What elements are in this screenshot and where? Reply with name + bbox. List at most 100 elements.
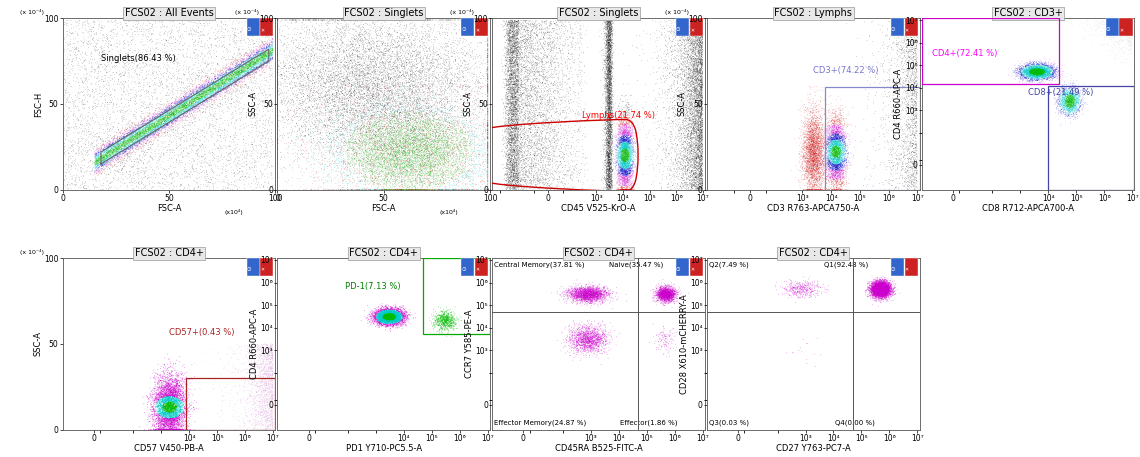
Point (598, 72, 617, 80)
Point (833, 154, 852, 161)
Point (441, 69, 459, 76)
Point (430, 132, 448, 139)
Point (505, 26, 523, 33)
Point (868, 293, 886, 300)
Point (236, 61, 254, 68)
Point (375, 316, 393, 323)
Point (154, 424, 172, 431)
Point (377, 314, 396, 322)
Point (377, 308, 396, 316)
Point (503, 73, 521, 80)
Point (392, 170, 410, 177)
Point (689, 126, 707, 133)
Point (385, 163, 404, 170)
Point (369, 122, 388, 129)
Point (617, 171, 635, 179)
Point (231, 103, 250, 111)
Point (508, 146, 527, 154)
Point (372, 308, 390, 315)
Point (432, 318, 450, 325)
Point (253, 377, 271, 385)
Point (382, 307, 400, 314)
Point (1119, 16, 1138, 24)
Point (902, 164, 920, 171)
Point (324, 120, 342, 128)
Point (164, 94, 182, 101)
Point (609, 175, 627, 182)
Point (812, 173, 830, 181)
Point (258, 354, 276, 361)
Point (885, 130, 903, 138)
Point (378, 319, 397, 326)
Point (415, 111, 433, 118)
Point (231, 69, 250, 76)
Point (223, 70, 242, 77)
Point (166, 385, 185, 393)
Point (113, 144, 131, 152)
Point (871, 287, 889, 294)
Point (374, 312, 392, 319)
Point (320, 136, 339, 143)
Point (345, 33, 364, 40)
Point (598, 152, 617, 159)
Point (471, 122, 489, 129)
Point (443, 149, 462, 157)
Point (1027, 71, 1045, 79)
Point (684, 119, 702, 126)
Point (1028, 69, 1047, 76)
Point (504, 184, 522, 191)
Point (393, 122, 412, 129)
Point (690, 146, 708, 153)
Point (178, 104, 196, 111)
Point (618, 182, 636, 189)
Point (618, 99, 636, 106)
Point (621, 149, 640, 156)
Point (503, 50, 521, 58)
Point (536, 168, 554, 175)
Point (231, 84, 250, 91)
Point (606, 158, 625, 165)
Point (823, 135, 841, 143)
Point (108, 80, 127, 88)
Point (233, 65, 251, 73)
Point (595, 293, 613, 301)
Point (534, 165, 552, 172)
Point (601, 181, 619, 189)
Point (614, 182, 633, 189)
Point (831, 165, 849, 172)
Point (692, 105, 710, 112)
Point (898, 186, 917, 193)
Point (600, 104, 618, 112)
Point (324, 57, 342, 64)
Point (624, 151, 642, 158)
Point (361, 171, 380, 179)
Point (158, 365, 177, 372)
Point (600, 184, 618, 191)
Point (119, 132, 137, 139)
Point (227, 64, 245, 71)
Point (194, 85, 212, 93)
Point (507, 123, 526, 131)
Point (616, 165, 634, 172)
Point (600, 101, 618, 108)
Point (618, 161, 636, 168)
Point (437, 131, 455, 138)
Point (166, 116, 185, 123)
Point (383, 316, 401, 323)
Point (816, 162, 834, 169)
Point (141, 130, 160, 137)
Point (158, 426, 177, 433)
Point (377, 314, 396, 321)
Point (166, 103, 185, 111)
Point (1112, 20, 1130, 27)
Point (306, 58, 324, 65)
Point (320, 90, 339, 98)
Point (1121, 21, 1139, 28)
Point (575, 352, 593, 359)
Point (598, 56, 617, 64)
Point (878, 292, 896, 299)
Point (503, 154, 521, 162)
Point (795, 146, 813, 153)
Point (1043, 66, 1061, 73)
Point (454, 118, 472, 125)
